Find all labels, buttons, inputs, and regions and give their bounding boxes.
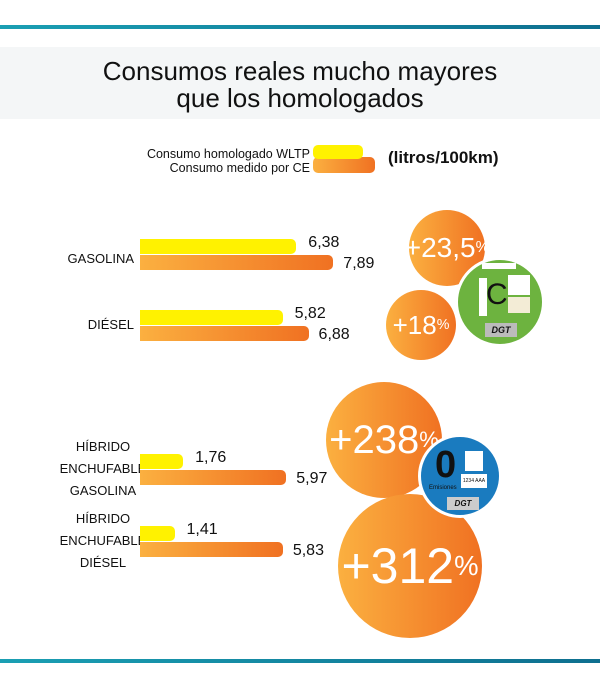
category-label: HÍBRIDO <box>75 439 131 454</box>
value-label-ce: 6,88 <box>318 326 350 343</box>
bar-ce <box>140 542 283 557</box>
diff-bubble-phev-diesel: +312% <box>338 494 482 638</box>
dgt-label-c-icon: C DGT <box>455 257 545 347</box>
legend-ce-swatch <box>313 157 375 173</box>
category-label: DIÉSEL <box>87 317 134 332</box>
legend-wltp-label: Consumo homologado WLTP <box>146 147 310 161</box>
bar-ce <box>140 470 287 485</box>
category-label: ENCHUFABLE <box>59 533 147 548</box>
value-label-wltp: 1,76 <box>195 449 227 466</box>
legend-wltp-swatch <box>313 145 363 159</box>
category-label: DIÉSEL <box>79 555 127 570</box>
category-label: HÍBRIDO <box>75 511 131 526</box>
bar-ce <box>140 255 334 270</box>
title-line-2: que los homologados <box>176 83 424 113</box>
title-band <box>0 47 600 119</box>
bar-wltp <box>140 454 184 469</box>
value-label-ce: 7,89 <box>343 255 375 272</box>
value-label-wltp: 6,38 <box>308 234 340 251</box>
title-line-1: Consumos reales mucho mayores <box>102 56 498 86</box>
diff-bubble-diesel: +18% <box>386 290 456 360</box>
unit-label: (litros/100km) <box>388 148 499 167</box>
legend-ce-label: Consumo medido por CE <box>169 161 310 175</box>
value-label-wltp: 1,41 <box>186 521 218 538</box>
top-rule <box>0 25 600 29</box>
bar-wltp <box>140 239 297 254</box>
chart-title: Consumos reales mucho mayores que los ho… <box>0 58 600 112</box>
bar-wltp <box>140 526 175 541</box>
category-label: GASOLINA <box>69 483 137 498</box>
category-label: GASOLINA <box>67 251 134 266</box>
bar-wltp <box>140 310 283 325</box>
bar-ce <box>140 326 309 341</box>
category-label: ENCHUFABLE <box>59 461 147 476</box>
bottom-rule <box>0 659 600 663</box>
value-label-ce: 5,97 <box>296 470 328 487</box>
dgt-label-zero-icon: 0 Emisiones 1234 AAA DGT <box>418 434 502 518</box>
value-label-wltp: 5,82 <box>294 305 326 322</box>
value-label-ce: 5,83 <box>292 542 324 559</box>
